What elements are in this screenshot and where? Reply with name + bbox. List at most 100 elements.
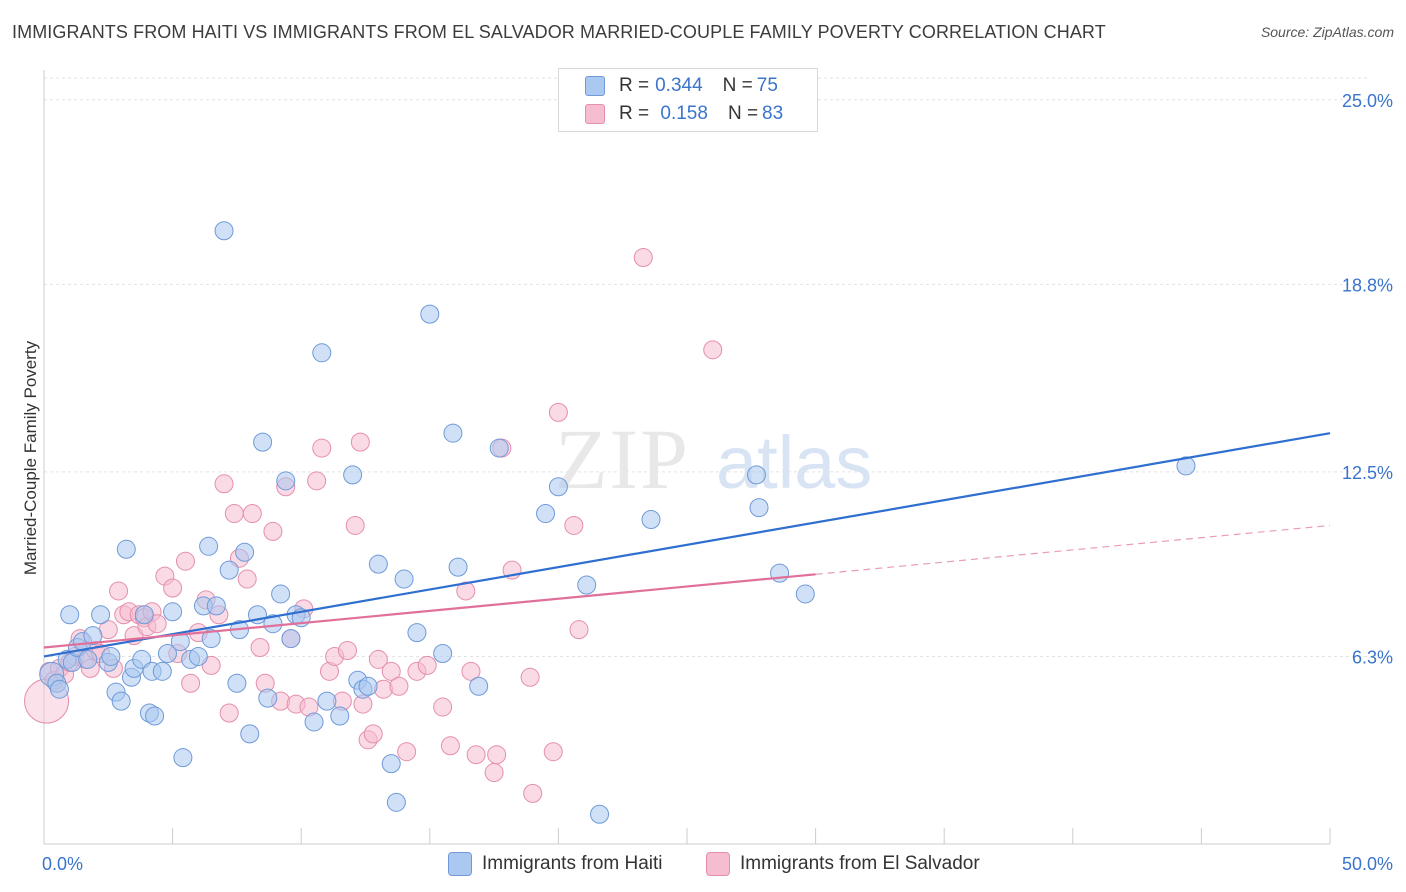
haiti-point — [343, 465, 363, 485]
source-credit: Source: ZipAtlas.com — [1260, 24, 1394, 40]
el-salvador-point — [397, 742, 417, 762]
el-salvador-trend-extension — [815, 524, 1331, 575]
haiti-point — [420, 304, 440, 324]
correlation-legend: R = 0.344 N = 75 R = 0.158 N = 83 — [558, 68, 818, 132]
el-salvador-point — [569, 620, 589, 640]
series-haiti-points — [39, 221, 1196, 824]
el-salvador-point — [237, 569, 257, 589]
haiti-point — [258, 688, 278, 708]
haiti-point — [49, 679, 69, 699]
haiti-point — [173, 748, 193, 768]
haiti-point — [145, 706, 165, 726]
legend-n-label: N = — [722, 75, 753, 96]
haiti-point — [304, 712, 324, 732]
haiti-point — [641, 510, 661, 530]
y-tick-label: 12.5% — [1342, 463, 1393, 483]
el-salvador-point — [461, 661, 481, 681]
y-tick-label: 6.3% — [1352, 647, 1393, 667]
series-legend-item-haiti: Immigrants from Haiti — [448, 852, 663, 876]
el-salvador-point — [703, 340, 723, 360]
haiti-point — [163, 602, 183, 622]
series-legend-item-el-salvador: Immigrants from El Salvador — [706, 852, 980, 876]
haiti-point — [448, 557, 468, 577]
haiti-point — [749, 498, 769, 518]
el-salvador-point — [520, 667, 540, 687]
el-salvador-point — [487, 745, 507, 765]
haiti-point — [536, 504, 556, 524]
haiti-point — [111, 691, 131, 711]
haiti-point — [199, 536, 219, 556]
el-salvador-point — [175, 551, 195, 571]
el-salvador-point — [389, 676, 409, 696]
haiti-point — [312, 343, 332, 363]
series-el-salvador-points — [24, 248, 723, 803]
watermark-zip: ZIP — [555, 411, 690, 507]
el-salvador-point — [564, 515, 584, 535]
series-legend-swatch-el-salvador — [706, 852, 730, 876]
legend-n-value: 75 — [756, 75, 778, 96]
haiti-point — [590, 804, 610, 824]
haiti-point — [276, 471, 296, 491]
haiti-point — [134, 605, 154, 625]
el-salvador-point — [374, 679, 394, 699]
el-salvador-point — [312, 438, 332, 458]
haiti-point — [577, 575, 597, 595]
x-tick-label: 50.0% — [1342, 854, 1393, 874]
haiti-point — [746, 465, 766, 485]
el-salvador-point — [417, 655, 437, 675]
el-salvador-point — [163, 578, 183, 598]
legend-r-label: R = — [619, 75, 650, 96]
el-salvador-point — [633, 248, 653, 268]
el-salvador-point — [523, 783, 543, 803]
haiti-point — [795, 584, 815, 604]
haiti-point — [263, 614, 283, 634]
haiti-point — [281, 629, 301, 649]
el-salvador-point — [224, 504, 244, 524]
haiti-point — [368, 554, 388, 574]
legend-r-value: 0.158 — [655, 103, 708, 124]
chart-title: IMMIGRANTS FROM HAITI VS IMMIGRANTS FROM… — [12, 22, 1106, 42]
haiti-point — [433, 643, 453, 663]
el-salvador-point — [307, 471, 327, 491]
haiti-point — [206, 596, 226, 616]
grid-lines — [44, 77, 1370, 657]
legend-r-value: 0.344 — [655, 75, 703, 96]
el-salvador-point — [456, 581, 476, 601]
haiti-point — [235, 542, 255, 562]
el-salvador-point — [543, 742, 563, 762]
el-salvador-point — [337, 641, 357, 660]
tick-labels: 6.3% 12.5% 18.8% 25.0% 0.0% 50.0% — [42, 91, 1393, 874]
series-legend-label-haiti: Immigrants from Haiti — [482, 853, 663, 874]
el-salvador-point — [345, 515, 365, 535]
axes — [43, 70, 1331, 845]
el-salvador-point — [484, 763, 504, 783]
haiti-point — [381, 754, 401, 774]
haiti-point — [317, 691, 337, 711]
el-salvador-point — [381, 661, 401, 681]
haiti-point — [386, 792, 406, 812]
legend-n-value: 83 — [762, 103, 784, 124]
haiti-point — [330, 706, 350, 726]
haiti-point — [219, 560, 239, 580]
watermark: ZIP atlas — [555, 411, 872, 507]
haiti-point — [407, 623, 427, 643]
el-salvador-point — [548, 402, 568, 422]
el-salvador-point — [368, 649, 388, 669]
el-salvador-point — [263, 521, 283, 541]
el-salvador-point — [181, 673, 201, 693]
el-salvador-point — [363, 724, 383, 744]
legend-r-label: R = — [619, 103, 650, 124]
legend-swatch-el-salvador — [585, 104, 605, 124]
el-salvador-point — [214, 474, 234, 494]
haiti-point — [227, 673, 247, 693]
haiti-point — [469, 676, 489, 696]
x-tick-label: 0.0% — [42, 854, 83, 874]
haiti-point — [157, 643, 177, 663]
watermark-atlas: atlas — [716, 421, 872, 504]
haiti-point — [201, 629, 221, 649]
haiti-point — [443, 423, 463, 443]
haiti-point — [78, 649, 98, 669]
el-salvador-trend-line — [43, 573, 816, 649]
el-salvador-point — [250, 638, 270, 658]
